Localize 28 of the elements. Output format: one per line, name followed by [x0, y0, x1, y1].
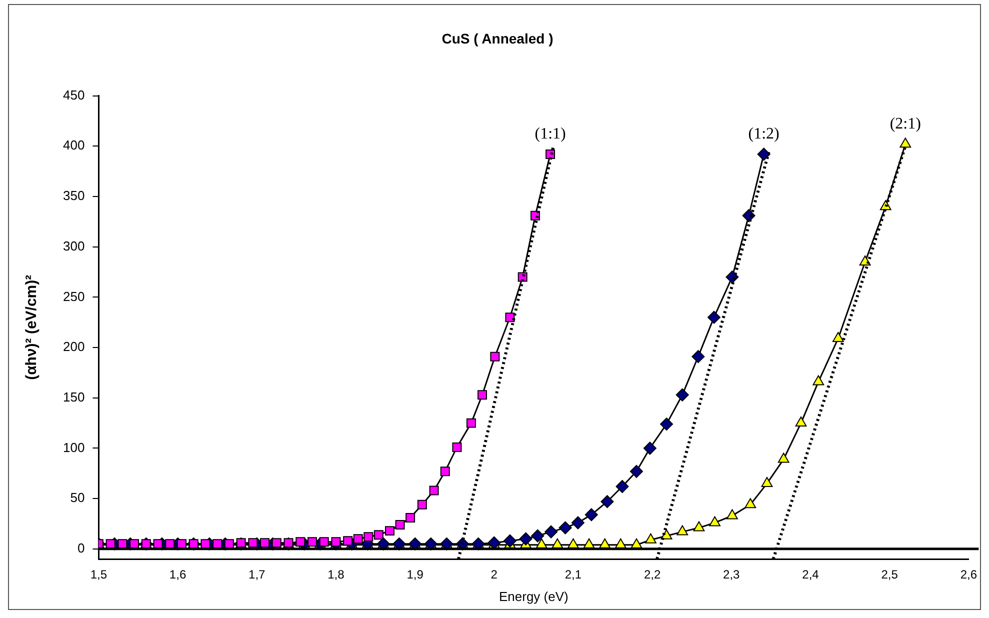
x-tick-label: 1,5 [90, 568, 108, 582]
annotation: (2:1) [890, 115, 921, 132]
y-tick-label: 150 [62, 389, 85, 404]
y-tick-label: 100 [62, 440, 85, 455]
x-tick-label: 1,8 [328, 568, 345, 582]
x-tick-label: 2,1 [564, 568, 582, 582]
annotation: (1:1) [534, 125, 566, 142]
x-axis-title: Energy (eV) [498, 588, 568, 604]
y-tick-label: 250 [62, 288, 85, 304]
y-tick-label: 350 [62, 188, 85, 204]
y-tick-label: 200 [62, 339, 85, 354]
x-tick-label: 1,6 [169, 568, 186, 582]
x-tick-label: 1,7 [248, 568, 266, 582]
y-tick-label: 300 [62, 238, 85, 254]
y-axis-title: (αhν)² (eV/cm)² [23, 274, 40, 380]
x-tick-label: 2,3 [723, 568, 740, 582]
x-tick-label: 1,9 [406, 568, 424, 582]
x-tick-label: 2 [490, 568, 498, 582]
x-tick-label: 2,5 [881, 568, 898, 582]
y-tick-label: 450 [62, 87, 85, 102]
chart-title: CuS ( Annealed ) [442, 30, 554, 46]
x-tick-label: 2,4 [802, 568, 820, 582]
x-tick-label: 2,6 [960, 568, 978, 582]
annotation: (1:2) [748, 125, 780, 142]
y-tick-label: 0 [77, 540, 85, 556]
y-tick-label: 400 [62, 138, 85, 153]
y-tick-label: 50 [70, 490, 85, 506]
x-tick-label: 2,2 [644, 568, 661, 582]
